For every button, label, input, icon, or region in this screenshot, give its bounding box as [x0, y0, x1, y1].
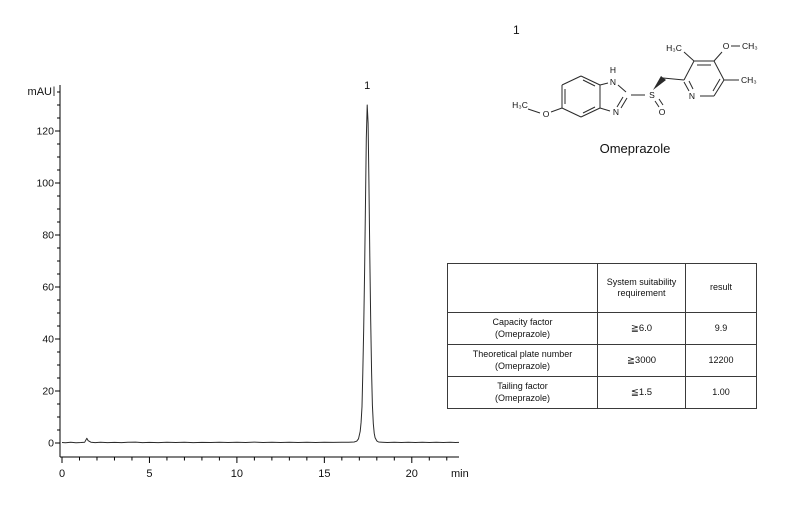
signal-trace	[61, 104, 460, 444]
bond-skeleton	[527, 45, 740, 118]
atom-label: O	[543, 109, 550, 119]
y-tick-label: 80	[42, 230, 54, 242]
atom-label: H₃C	[512, 100, 528, 110]
atom-label: O	[723, 41, 730, 51]
y-tick-label: 40	[42, 334, 54, 346]
parameter-name: Theoretical plate number	[472, 349, 573, 360]
x-tick-label: 15	[318, 468, 330, 480]
parameter-name: Tailing factor	[497, 381, 548, 392]
requirement-cell: ≧3000	[597, 344, 686, 377]
parameter-cell: Capacity factor (Omeprazole)	[447, 312, 598, 345]
atom-label: CH₃	[742, 41, 758, 51]
x-tick-label: 20	[406, 468, 418, 480]
requirement-cell: ≧6.0	[597, 312, 686, 345]
parameter-compound: (Omeprazole)	[494, 328, 550, 339]
y-axis-unit-label: mAU	[28, 86, 53, 98]
result-cell: 12200	[685, 344, 757, 377]
header-result: result	[685, 263, 757, 313]
atom-label: N	[689, 91, 695, 101]
molecular-structure: 1	[480, 18, 780, 170]
compound-number-label: 1	[513, 23, 520, 37]
atom-label: S	[649, 90, 655, 100]
x-axis-unit-label: min	[451, 468, 469, 480]
atom-label: N	[613, 107, 619, 117]
y-tick-label: 100	[36, 178, 54, 190]
requirement-cell: ≦1.5	[597, 376, 686, 409]
system-suitability-table: System suitability requirement result Ca…	[447, 263, 757, 409]
table-row: Capacity factor (Omeprazole) ≧6.0 9.9	[447, 312, 757, 345]
parameter-compound: (Omeprazole)	[494, 392, 550, 403]
structure-svg: 1	[512, 23, 758, 156]
result-cell: 1.00	[685, 376, 757, 409]
atom-label: H₃C	[666, 43, 682, 53]
table-row: Tailing factor (Omeprazole) ≦1.5 1.00	[447, 376, 757, 409]
y-tick-label: 120	[36, 126, 54, 138]
x-tick-label: 0	[59, 468, 65, 480]
result-cell: 9.9	[685, 312, 757, 345]
peak-label: 1	[364, 80, 370, 92]
header-parameter	[447, 263, 598, 313]
y-tick-label: 20	[42, 386, 54, 398]
parameter-cell: Theoretical plate number (Omeprazole)	[447, 344, 598, 377]
table-row: Theoretical plate number (Omeprazole) ≧3…	[447, 344, 757, 377]
parameter-cell: Tailing factor (Omeprazole)	[447, 376, 598, 409]
table-header-row: System suitability requirement result	[447, 263, 757, 313]
header-requirement: System suitability requirement	[597, 263, 686, 313]
chromatogram: 0 20 40 60 80 100 120 0 5 10 15 20 mAU min 1	[28, 80, 469, 480]
y-tick-label: 0	[48, 438, 54, 450]
atom-label: O	[659, 107, 666, 117]
x-tick-label: 10	[231, 468, 243, 480]
atom-label: N	[610, 77, 616, 87]
y-tick-label: 60	[42, 282, 54, 294]
parameter-name: Capacity factor	[492, 317, 553, 328]
compound-name-label: Omeprazole	[600, 141, 671, 156]
atom-label: CH₃	[741, 75, 757, 85]
parameter-compound: (Omeprazole)	[494, 360, 550, 371]
x-tick-label: 5	[146, 468, 152, 480]
atom-label: H	[610, 65, 616, 75]
